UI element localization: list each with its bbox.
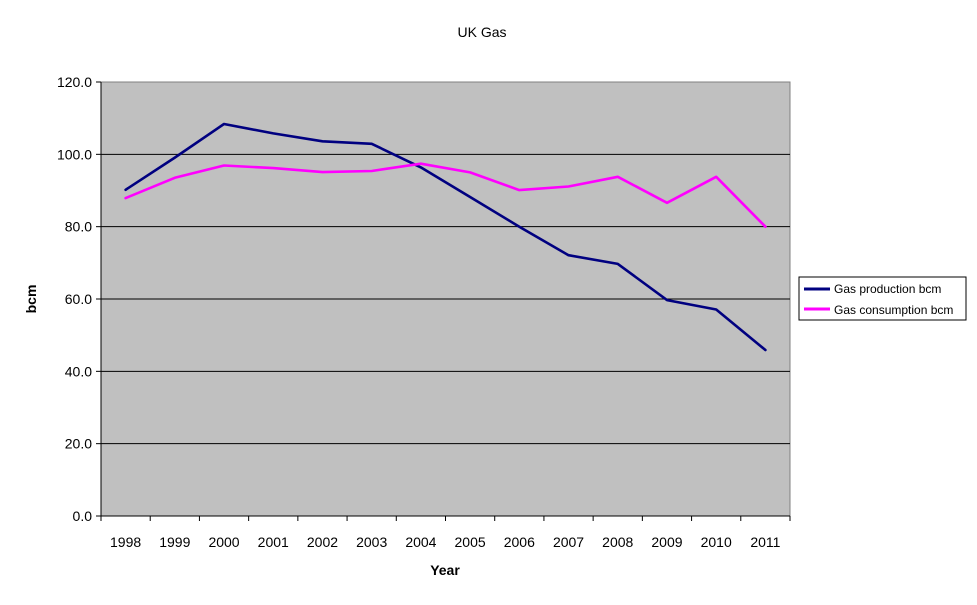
y-tick-label: 120.0: [57, 74, 92, 90]
y-tick-label: 20.0: [65, 436, 92, 452]
legend: Gas production bcm Gas consumption bcm: [799, 277, 966, 320]
x-tick-label: 2001: [258, 534, 289, 550]
chart-title: UK Gas: [457, 24, 506, 40]
y-tick-label: 100.0: [57, 146, 92, 162]
x-tick-label: 2011: [750, 534, 780, 550]
legend-label-consumption: Gas consumption bcm: [834, 303, 953, 317]
x-tick-label: 2007: [553, 534, 584, 550]
y-tick-label: 40.0: [65, 363, 92, 379]
y-axis-title: bcm: [23, 285, 39, 314]
x-tick-label: 2005: [455, 534, 486, 550]
x-tick-label: 2008: [602, 534, 633, 550]
x-tick-label: 1999: [159, 534, 190, 550]
y-tick-label: 0.0: [73, 508, 93, 524]
x-tick-label: 2003: [356, 534, 387, 550]
y-tick-label: 80.0: [65, 219, 92, 235]
x-tick-label: 2006: [504, 534, 535, 550]
x-tick-label: 2000: [208, 534, 239, 550]
legend-label-production: Gas production bcm: [834, 282, 941, 296]
x-tick-label: 2002: [307, 534, 338, 550]
x-tick-label: 1998: [110, 534, 141, 550]
x-axis-title: Year: [430, 562, 460, 578]
x-tick-label: 2004: [405, 534, 436, 550]
x-tick-label: 2010: [701, 534, 732, 550]
x-tick-label: 2009: [651, 534, 682, 550]
y-tick-label: 60.0: [65, 291, 92, 307]
